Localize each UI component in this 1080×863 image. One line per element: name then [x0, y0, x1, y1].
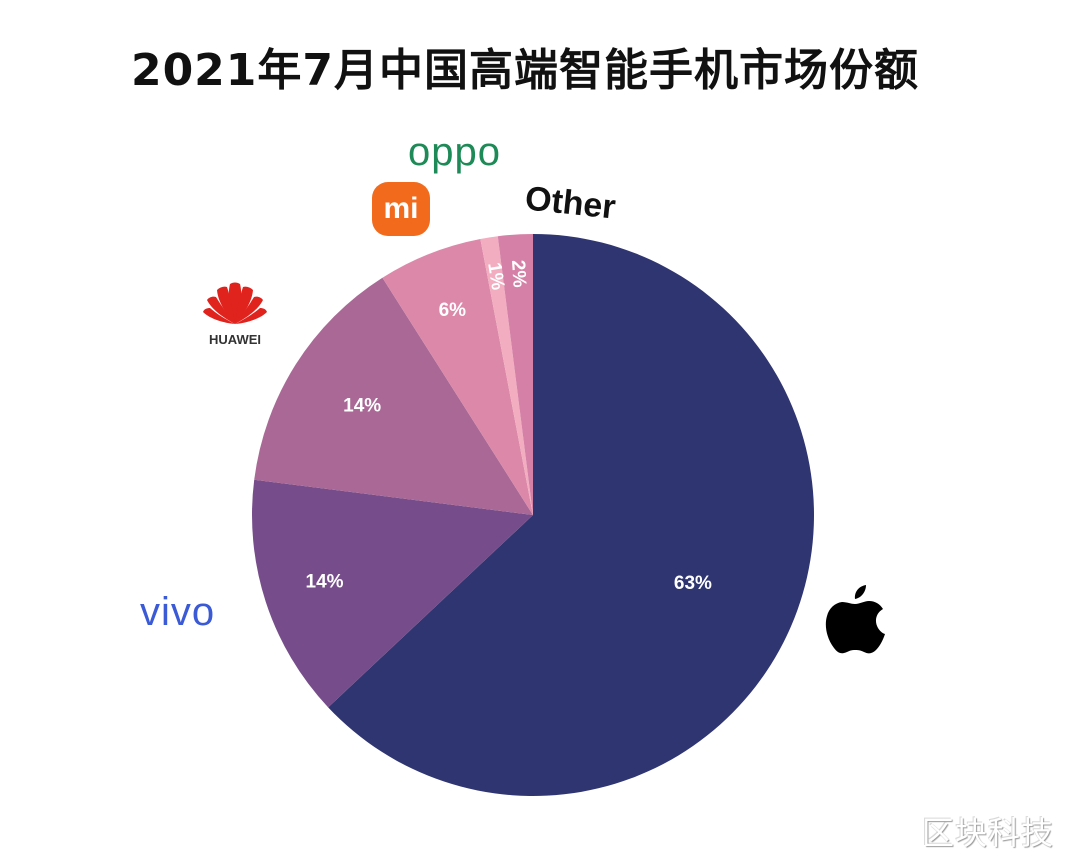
chart-title: 2021年7月中国高端智能手机市场份额: [130, 45, 920, 96]
slice-label-oppo: 1%: [483, 261, 508, 292]
slice-label-huawei: 14%: [343, 396, 381, 417]
slice-label-vivo: 14%: [306, 572, 344, 593]
slice-label-xiaomi: 6%: [439, 300, 467, 321]
pie-slice-huawei: [254, 277, 534, 515]
slice-label-apple: 63%: [674, 573, 712, 594]
huawei-flower-icon: [203, 282, 267, 324]
pie-slice-apple: [328, 234, 814, 796]
pie-slice-vivo: [252, 479, 533, 708]
apple-icon: [825, 585, 885, 654]
oppo-logo: oppo: [408, 130, 501, 174]
slice-label-other: 2%: [507, 259, 530, 288]
huawei-wordmark: HUAWEI: [209, 332, 261, 347]
watermark: 区块科技: [922, 814, 1055, 852]
apple-logo: [824, 583, 886, 659]
pie-slice-other: [497, 234, 533, 515]
vivo-logo: vivo: [140, 590, 216, 634]
huawei-logo: HUAWEI: [195, 280, 275, 347]
pie-slice-xiaomi: [382, 238, 533, 515]
pie-slice-oppo: [480, 236, 533, 516]
xiaomi-logo: mi: [372, 182, 430, 236]
